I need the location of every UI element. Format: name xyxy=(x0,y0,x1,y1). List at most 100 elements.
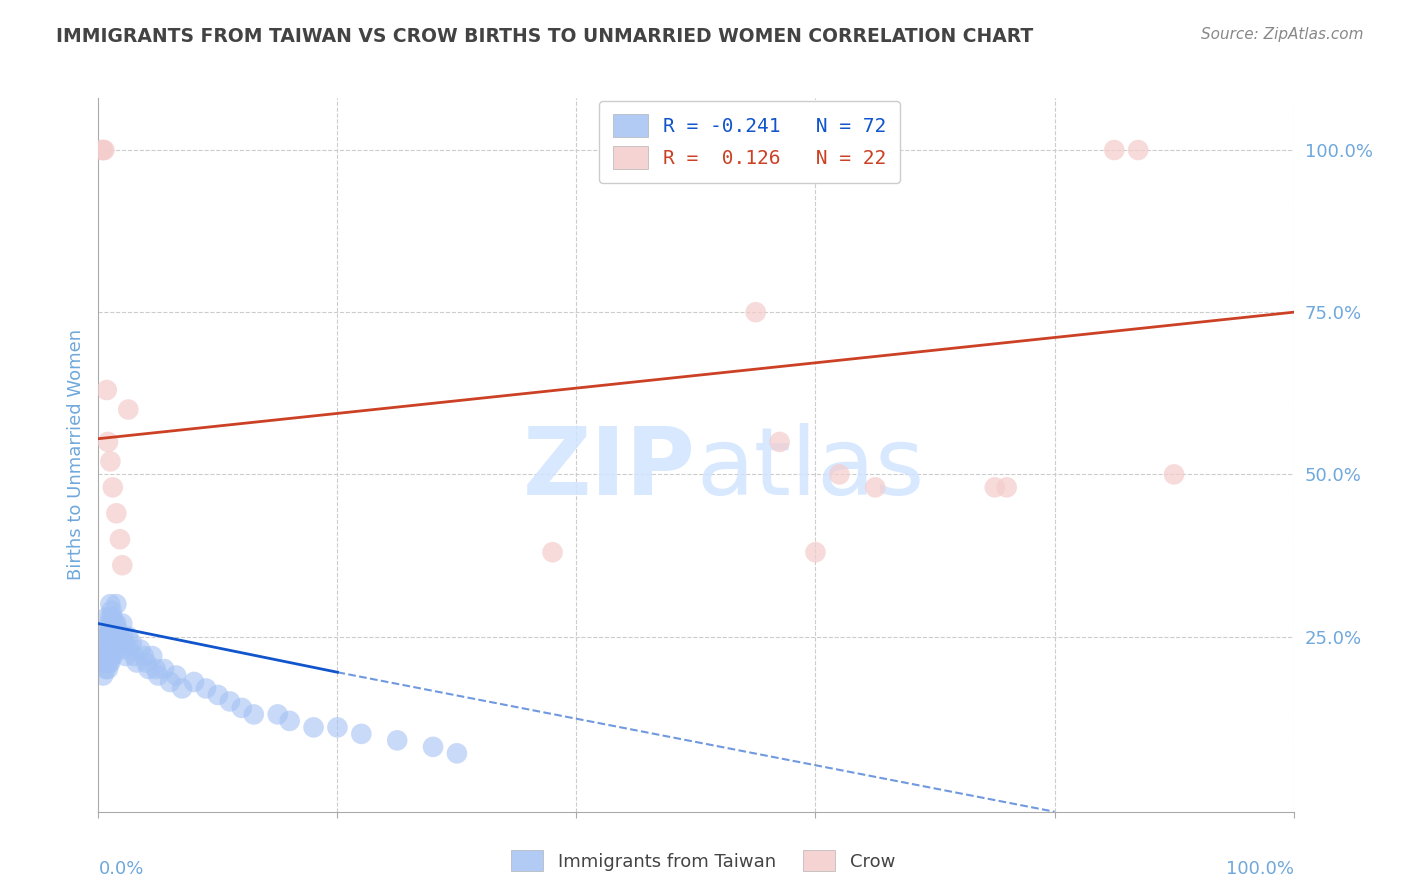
Point xyxy=(326,720,349,734)
Point xyxy=(96,630,118,644)
Text: 100.0%: 100.0% xyxy=(1226,860,1294,879)
Point xyxy=(141,648,163,663)
Point xyxy=(117,630,139,644)
Point xyxy=(153,662,176,676)
Point xyxy=(107,636,129,650)
Point xyxy=(105,506,128,520)
Point xyxy=(101,648,124,663)
Point xyxy=(98,597,122,611)
Text: 0.0%: 0.0% xyxy=(98,860,143,879)
Point xyxy=(96,648,118,663)
Point xyxy=(278,714,301,728)
Point xyxy=(995,480,1018,494)
Point xyxy=(100,630,122,644)
Point xyxy=(94,642,117,657)
Point xyxy=(98,623,122,637)
Point xyxy=(231,701,253,715)
Point xyxy=(98,454,122,468)
Point xyxy=(98,656,121,670)
Point xyxy=(103,642,125,657)
Point xyxy=(97,623,120,637)
Point xyxy=(105,636,128,650)
Point xyxy=(385,733,409,747)
Point xyxy=(112,630,135,644)
Point xyxy=(124,648,146,663)
Point xyxy=(101,480,124,494)
Point xyxy=(132,648,155,663)
Point xyxy=(165,668,187,682)
Text: IMMIGRANTS FROM TAIWAN VS CROW BIRTHS TO UNMARRIED WOMEN CORRELATION CHART: IMMIGRANTS FROM TAIWAN VS CROW BIRTHS TO… xyxy=(56,27,1033,45)
Point xyxy=(422,739,444,754)
Text: ZIP: ZIP xyxy=(523,423,696,516)
Point xyxy=(302,720,325,734)
Point xyxy=(91,648,114,663)
Point xyxy=(118,642,141,657)
Point xyxy=(98,656,122,670)
Point xyxy=(1128,143,1150,157)
Point xyxy=(1163,467,1185,482)
Point xyxy=(117,402,139,417)
Point xyxy=(97,662,120,676)
Point xyxy=(148,668,170,682)
Point xyxy=(100,648,122,663)
Y-axis label: Births to Unmarried Women: Births to Unmarried Women xyxy=(66,329,84,581)
Point xyxy=(768,434,790,449)
Point xyxy=(129,642,152,657)
Point xyxy=(541,545,564,559)
Legend: R = -0.241   N = 72, R =  0.126   N = 22: R = -0.241 N = 72, R = 0.126 N = 22 xyxy=(599,101,900,183)
Point xyxy=(138,662,160,676)
Point xyxy=(104,636,127,650)
Point xyxy=(115,648,138,663)
Point xyxy=(108,533,131,547)
Point xyxy=(114,636,136,650)
Point xyxy=(159,675,181,690)
Point xyxy=(108,630,131,644)
Point xyxy=(103,623,125,637)
Point xyxy=(105,597,128,611)
Point xyxy=(94,662,117,676)
Point xyxy=(110,642,132,657)
Point xyxy=(267,707,290,722)
Point xyxy=(98,616,121,631)
Point xyxy=(865,480,887,494)
Text: Source: ZipAtlas.com: Source: ZipAtlas.com xyxy=(1201,27,1364,42)
Point xyxy=(172,681,194,696)
Point xyxy=(828,467,851,482)
Point xyxy=(745,305,768,319)
Point xyxy=(97,642,120,657)
Point xyxy=(104,616,127,631)
Point xyxy=(105,616,128,631)
Point xyxy=(111,558,134,573)
Point xyxy=(101,610,124,624)
Point xyxy=(984,480,1007,494)
Point xyxy=(98,630,122,644)
Point xyxy=(96,383,118,397)
Point xyxy=(350,727,373,741)
Point xyxy=(145,662,167,676)
Point xyxy=(183,675,205,690)
Text: atlas: atlas xyxy=(696,423,924,516)
Point xyxy=(121,636,143,650)
Point xyxy=(195,681,218,696)
Point xyxy=(207,688,229,702)
Point xyxy=(98,610,122,624)
Point xyxy=(1104,143,1126,157)
Point xyxy=(804,545,827,559)
Legend: Immigrants from Taiwan, Crow: Immigrants from Taiwan, Crow xyxy=(503,843,903,879)
Point xyxy=(98,642,122,657)
Point xyxy=(446,747,468,761)
Point xyxy=(97,434,120,449)
Point xyxy=(91,143,114,157)
Point xyxy=(125,656,148,670)
Point xyxy=(111,616,134,631)
Point xyxy=(91,143,114,157)
Point xyxy=(243,707,266,722)
Point xyxy=(135,656,157,670)
Point xyxy=(93,656,115,670)
Point xyxy=(93,143,115,157)
Point xyxy=(91,668,114,682)
Point xyxy=(100,604,122,618)
Point xyxy=(98,636,121,650)
Point xyxy=(93,630,115,644)
Point xyxy=(101,630,124,644)
